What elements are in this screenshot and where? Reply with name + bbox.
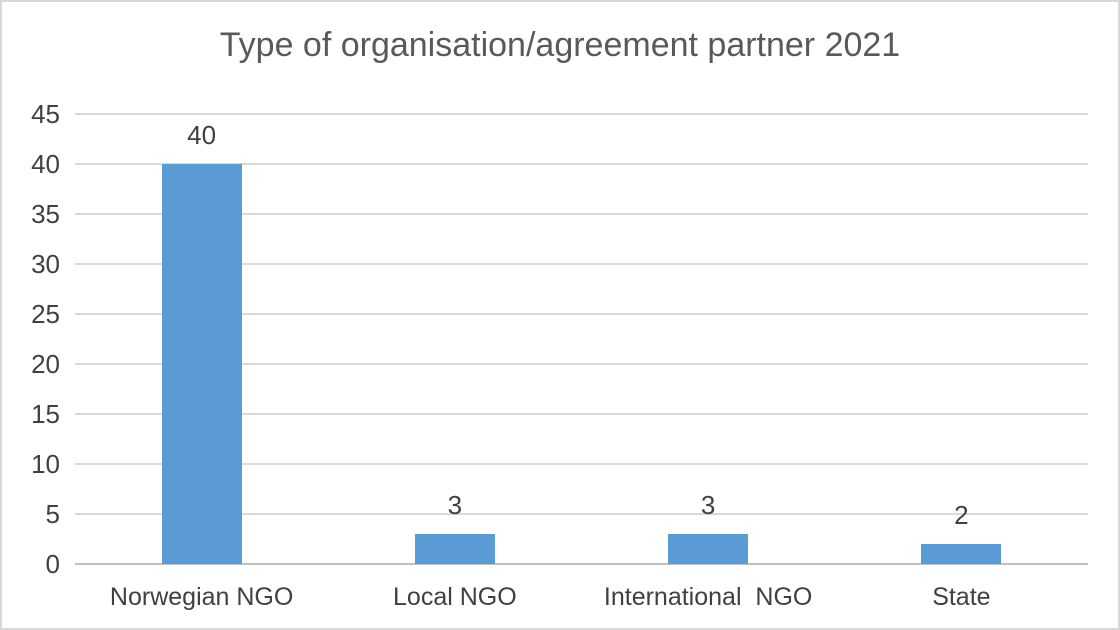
y-tick-label: 40: [31, 149, 60, 179]
gridline: [75, 163, 1088, 165]
chart-title: Type of organisation/agreement partner 2…: [219, 26, 901, 64]
category-label: State: [932, 583, 991, 611]
bar-norwegian-ngo: [161, 164, 242, 564]
y-tick-label: 25: [31, 299, 60, 329]
category-label: International NGO: [603, 583, 813, 611]
x-axis-line: [75, 563, 1088, 565]
y-tick-label: 15: [31, 399, 60, 429]
gridline: [75, 263, 1088, 265]
category-label: Local NGO: [393, 583, 517, 611]
y-tick-label: 30: [31, 249, 60, 279]
bar-international-ngo: [668, 534, 749, 564]
bar-state: [921, 544, 1002, 564]
y-tick-label: 45: [31, 99, 60, 129]
gridline: [75, 413, 1088, 415]
data-label: 3: [447, 490, 463, 520]
gridline: [75, 363, 1088, 365]
gridline: [75, 113, 1088, 115]
y-tick-label: 20: [31, 349, 60, 379]
data-label: 40: [187, 120, 217, 150]
gridline: [75, 513, 1088, 515]
data-label: 3: [700, 490, 716, 520]
y-tick-label: 35: [31, 199, 60, 229]
gridline: [75, 463, 1088, 465]
bar-local-ngo: [414, 534, 495, 564]
y-tick-label: 5: [45, 499, 60, 529]
y-tick-label: 0: [45, 549, 60, 579]
data-label: 2: [954, 500, 969, 530]
gridline: [75, 313, 1088, 315]
y-tick-label: 10: [31, 449, 60, 479]
category-label: Norwegian NGO: [109, 583, 294, 611]
gridline: [75, 213, 1088, 215]
